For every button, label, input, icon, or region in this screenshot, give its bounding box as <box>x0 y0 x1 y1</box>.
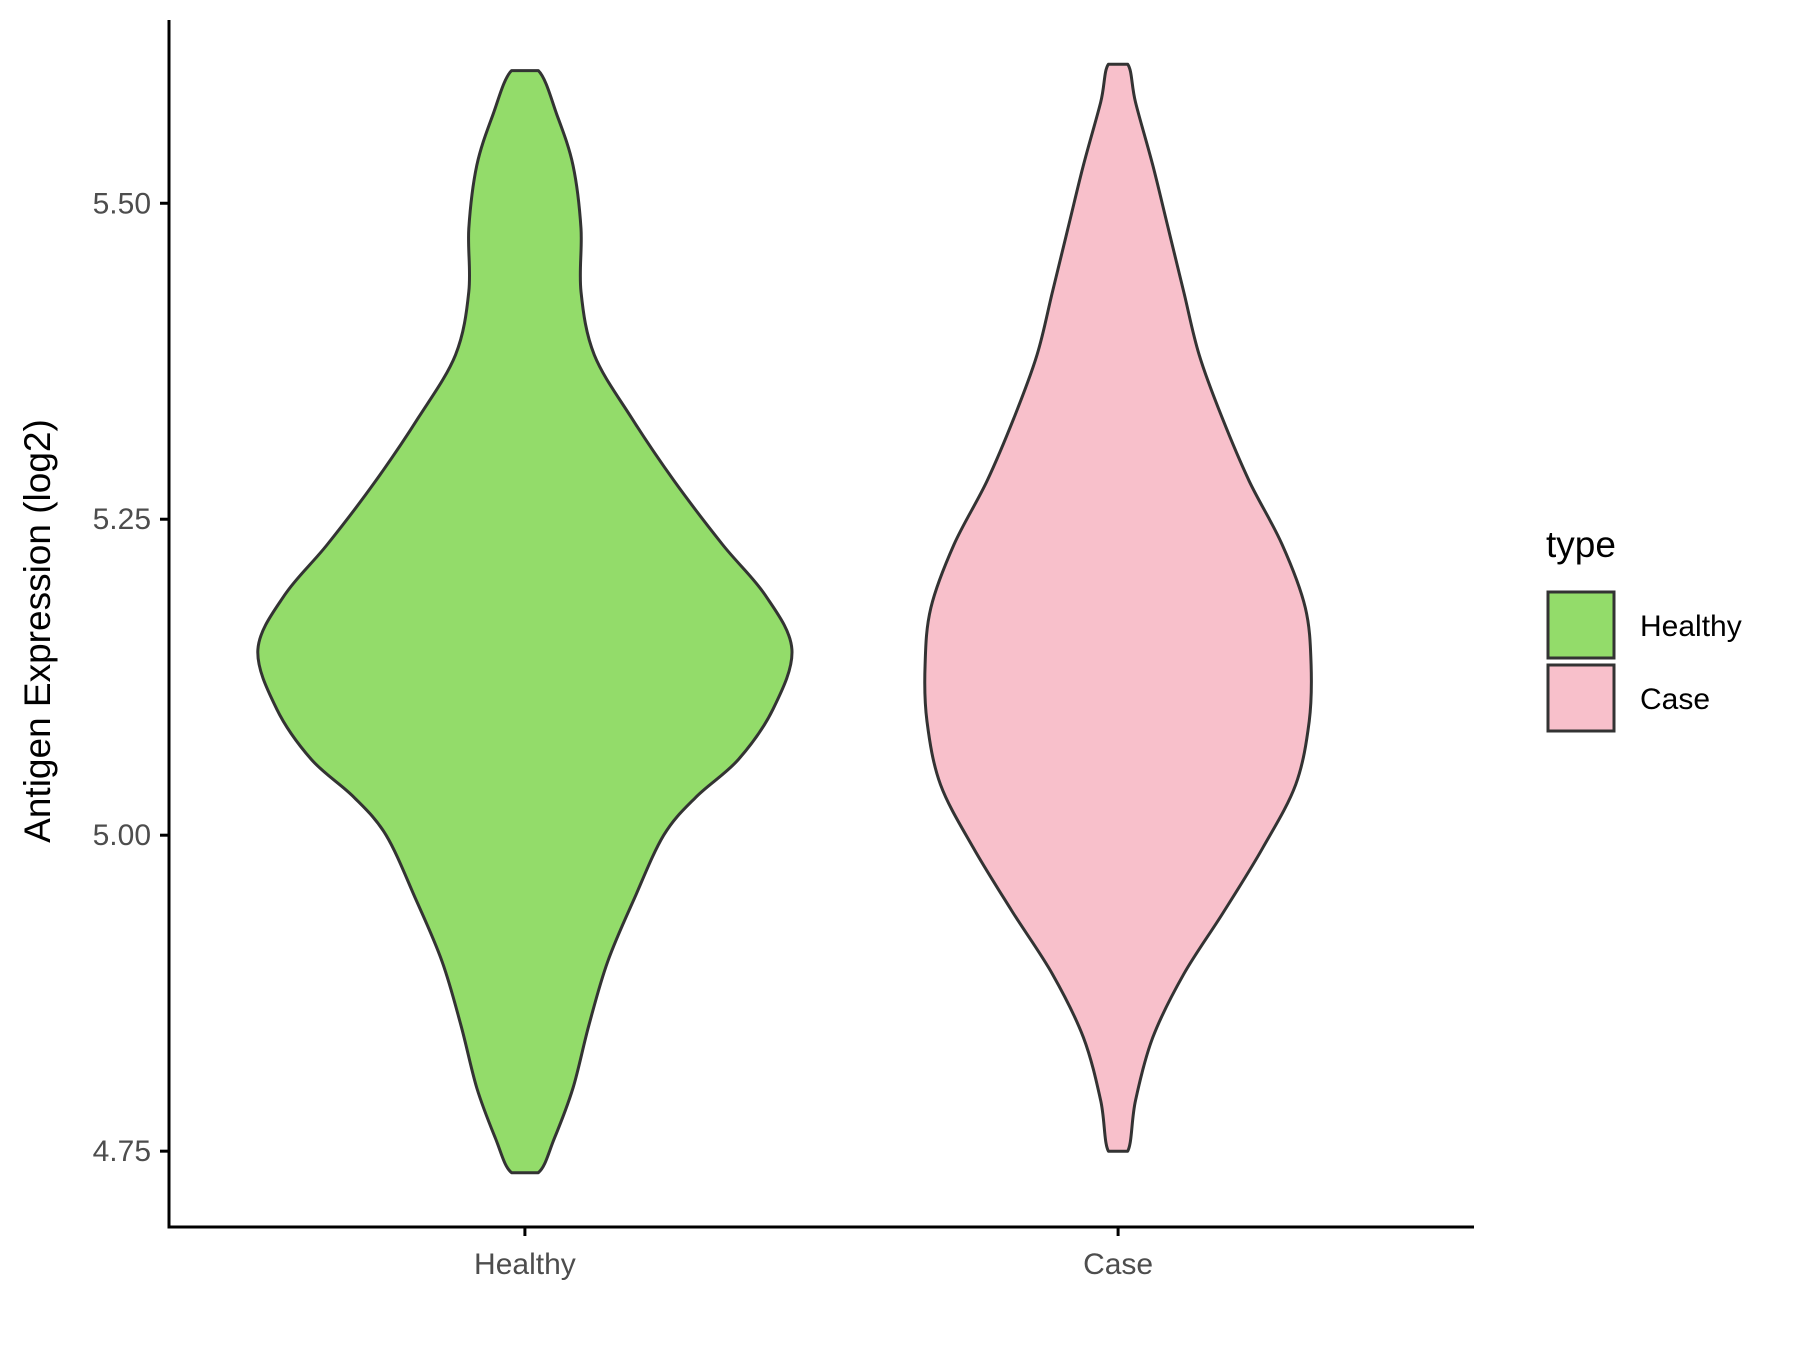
x-tick-label: Case <box>1083 1248 1153 1281</box>
legend-label-healthy: Healthy <box>1640 610 1742 643</box>
violin-case <box>923 62 1313 1153</box>
legend: type Healthy Case <box>1546 524 1742 733</box>
legend-title: type <box>1546 524 1616 565</box>
x-axis-ticks: Healthy Case <box>474 1227 1153 1281</box>
y-axis-title: Antigen Expression (log2) <box>17 419 58 843</box>
violin-healthy <box>256 69 794 1175</box>
legend-swatch-healthy <box>1546 590 1616 660</box>
y-tick-label: 5.00 <box>93 819 151 852</box>
legend-label-case: Case <box>1640 683 1710 716</box>
y-axis-ticks: 4.75 5.00 5.25 5.50 <box>93 187 169 1168</box>
violins-layer <box>256 62 1313 1175</box>
y-tick-label: 4.75 <box>93 1135 151 1168</box>
x-tick-label: Healthy <box>474 1248 576 1281</box>
legend-swatch-case <box>1546 663 1616 733</box>
legend-entries: Healthy Case <box>1546 590 1742 733</box>
y-tick-label: 5.50 <box>93 187 151 220</box>
y-tick-label: 5.25 <box>93 503 151 536</box>
